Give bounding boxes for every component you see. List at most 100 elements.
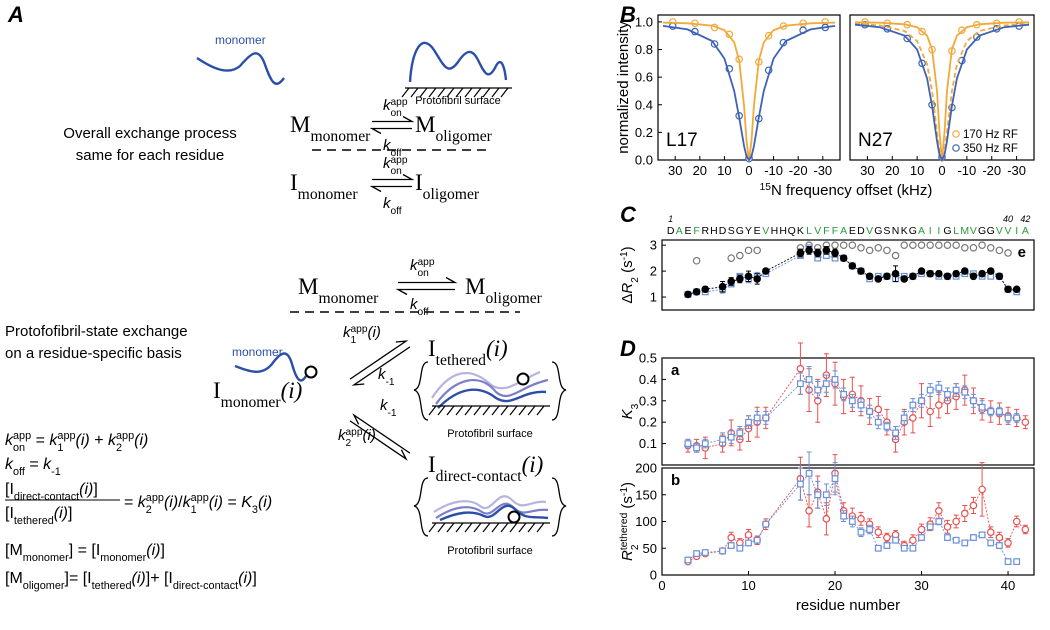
text-part: monomer bbox=[310, 128, 371, 145]
marker bbox=[797, 480, 804, 488]
text-part: tethered bbox=[92, 580, 132, 592]
text-part: M bbox=[465, 274, 485, 299]
marker bbox=[943, 272, 952, 281]
marker bbox=[831, 249, 839, 257]
marker bbox=[874, 243, 883, 252]
text-part: (i) bbox=[76, 432, 90, 449]
marker bbox=[970, 397, 977, 405]
text-part: I bbox=[415, 170, 423, 195]
marker bbox=[917, 267, 926, 275]
text-part: -1 bbox=[51, 466, 61, 478]
text-part: k bbox=[5, 456, 14, 473]
species: Mmonomer bbox=[290, 112, 371, 145]
text-part: -1 bbox=[619, 487, 630, 496]
marker bbox=[1021, 418, 1030, 427]
text-part: M bbox=[298, 274, 318, 299]
marker bbox=[684, 556, 692, 564]
sequence-letter: K bbox=[901, 225, 908, 237]
marker bbox=[753, 536, 761, 544]
text-part: app bbox=[191, 492, 209, 504]
x-tick-label: 30 bbox=[668, 163, 682, 178]
hatch-line bbox=[482, 405, 491, 416]
sequence-letter: Q bbox=[788, 225, 796, 237]
marker bbox=[692, 288, 701, 296]
sequence-letter: E bbox=[684, 225, 691, 237]
marker bbox=[892, 536, 899, 544]
marker bbox=[1004, 285, 1012, 294]
species: Idirect-contact(i) bbox=[428, 452, 543, 485]
text-part: tethered bbox=[14, 515, 54, 527]
y-tick-label: 0.4 bbox=[639, 372, 657, 387]
marker bbox=[684, 290, 692, 299]
hatch-line bbox=[509, 522, 518, 533]
rate: k1app(i) bbox=[343, 324, 381, 346]
y-axis-label: K3 bbox=[619, 403, 641, 419]
description: on a residue-specific basis bbox=[5, 345, 182, 362]
rate: konapp bbox=[383, 97, 408, 119]
text-part: + bbox=[90, 432, 108, 449]
brace bbox=[551, 477, 567, 537]
marker bbox=[831, 475, 839, 483]
hatch-line bbox=[473, 87, 482, 98]
surface-hatch bbox=[401, 87, 509, 98]
tethered-chain bbox=[437, 388, 547, 409]
marker bbox=[943, 523, 952, 531]
marker bbox=[693, 444, 701, 452]
sequence-letter: S bbox=[728, 225, 735, 237]
text-part: [I bbox=[5, 505, 14, 522]
marker bbox=[986, 243, 995, 252]
marker bbox=[684, 440, 692, 447]
text-part: app bbox=[57, 430, 75, 442]
text-part: k bbox=[138, 494, 147, 511]
species: Moligomer bbox=[415, 112, 493, 145]
text-part: -1 bbox=[386, 377, 395, 388]
marker bbox=[883, 272, 891, 281]
x-tick-label: 10 bbox=[910, 163, 924, 178]
text-part: R bbox=[619, 283, 636, 294]
y-tick-label: 2 bbox=[650, 264, 657, 279]
sequence-letter: G bbox=[874, 225, 882, 237]
y-tick-label: 0.6 bbox=[635, 70, 653, 85]
harpoon bbox=[398, 276, 458, 284]
oligomer-chain bbox=[408, 41, 508, 83]
hatch-line bbox=[455, 87, 464, 98]
panel-sublabel: L17 bbox=[666, 130, 698, 151]
y-tick-label: 0.8 bbox=[635, 42, 653, 57]
text-part: 1 bbox=[191, 504, 197, 516]
text-part: k bbox=[383, 195, 392, 212]
marker bbox=[944, 390, 951, 398]
surface-label: Protofibril surface bbox=[447, 545, 533, 557]
text-part: 15 bbox=[760, 182, 772, 193]
marker bbox=[1012, 285, 1021, 294]
text-part: tethered bbox=[619, 512, 630, 550]
marker bbox=[900, 241, 909, 249]
text-part: ] bbox=[160, 542, 164, 559]
hatch-line bbox=[509, 405, 518, 416]
sequence-letter: I bbox=[929, 225, 932, 237]
sequence-letter: L bbox=[806, 225, 812, 237]
marker bbox=[926, 269, 934, 278]
hatch-line bbox=[536, 522, 545, 533]
hatch-line bbox=[446, 522, 455, 533]
equation: [Moligomer]= [Itethered(i)]+ [Idirect-co… bbox=[5, 570, 257, 592]
hatch-line bbox=[437, 87, 446, 98]
chart: 0.0 0.2 0.4 0.6 0.8 1.0 30 20 10 0 -10 -20 -30 normal… bbox=[615, 14, 932, 199]
rate: konapp bbox=[410, 257, 435, 279]
marker bbox=[822, 246, 831, 255]
marker bbox=[744, 246, 753, 255]
marker bbox=[918, 397, 925, 405]
contact-chain bbox=[439, 504, 549, 522]
marker bbox=[935, 401, 943, 409]
text-part: 1 bbox=[351, 335, 357, 346]
marker bbox=[839, 254, 848, 262]
y-tick-label: 1 bbox=[650, 290, 657, 305]
equilibrium-arrows bbox=[349, 115, 458, 461]
marker bbox=[874, 528, 883, 537]
hatch-line bbox=[500, 522, 509, 533]
hatch-line bbox=[527, 405, 536, 416]
x-tick-label: -20 bbox=[982, 163, 1001, 178]
marker bbox=[978, 531, 986, 539]
legend-marker bbox=[952, 144, 960, 152]
text-part: [M bbox=[5, 570, 23, 587]
